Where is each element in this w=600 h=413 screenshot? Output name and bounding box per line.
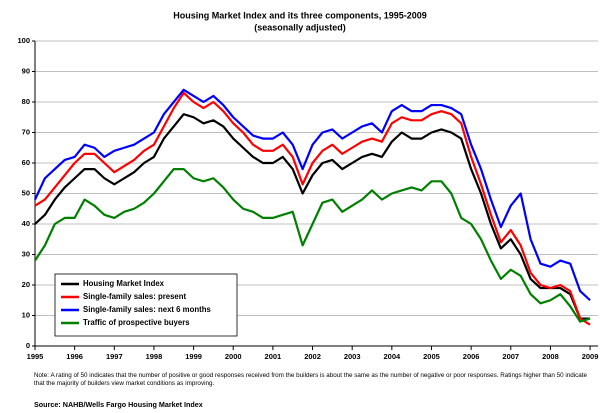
y-tick-label: 100 <box>17 36 30 45</box>
y-tick-label: 10 <box>22 310 30 319</box>
x-tick-label: 1996 <box>66 352 83 361</box>
y-tick-label: 30 <box>22 249 30 258</box>
legend-box <box>54 273 238 337</box>
y-tick-label: 0 <box>26 341 30 350</box>
source: Source: NAHB/Wells Fargo Housing Market … <box>34 400 203 409</box>
x-tick-label: 1995 <box>27 352 44 361</box>
chart-title: Housing Market Index and its three compo… <box>173 10 427 20</box>
series-line <box>34 168 591 323</box>
x-tick-label: 2006 <box>463 352 480 361</box>
y-tick-label: 90 <box>22 66 30 75</box>
series-line <box>34 88 591 302</box>
y-tick-label: 50 <box>22 188 30 197</box>
chart: Housing Market Index and its three compo… <box>17 10 599 361</box>
legend-label: Traffic of prospective buyers <box>83 318 190 327</box>
x-tick-label: 1997 <box>106 352 123 361</box>
x-tick-label: 2005 <box>423 352 440 361</box>
x-tick-label: 2001 <box>265 352 282 361</box>
x-tick-label: 2004 <box>383 352 401 361</box>
x-tick-label: 1999 <box>185 352 202 361</box>
chart-subtitle: (seasonally adjusted) <box>254 22 346 32</box>
x-tick-label: 2003 <box>344 352 361 361</box>
legend-label: Single-family sales: present <box>83 292 187 301</box>
series-line <box>34 113 591 320</box>
y-tick-label: 20 <box>22 280 30 289</box>
note: Note: A rating of 50 indicates that the … <box>34 372 588 387</box>
x-tick-label: 2008 <box>542 352 559 361</box>
x-tick-label: 1998 <box>146 352 163 361</box>
series-line <box>34 91 591 326</box>
x-tick-label: 2009 <box>582 352 599 361</box>
y-tick-label: 40 <box>22 219 30 228</box>
y-tick-label: 80 <box>22 97 30 106</box>
legend-label: Single-family sales: next 6 months <box>83 305 211 314</box>
y-tick-label: 60 <box>22 158 30 167</box>
y-tick-label: 70 <box>22 127 30 136</box>
legend-label: Housing Market Index <box>83 279 165 288</box>
x-tick-label: 2002 <box>304 352 321 361</box>
x-tick-label: 2000 <box>225 352 242 361</box>
x-tick-label: 2007 <box>502 352 519 361</box>
